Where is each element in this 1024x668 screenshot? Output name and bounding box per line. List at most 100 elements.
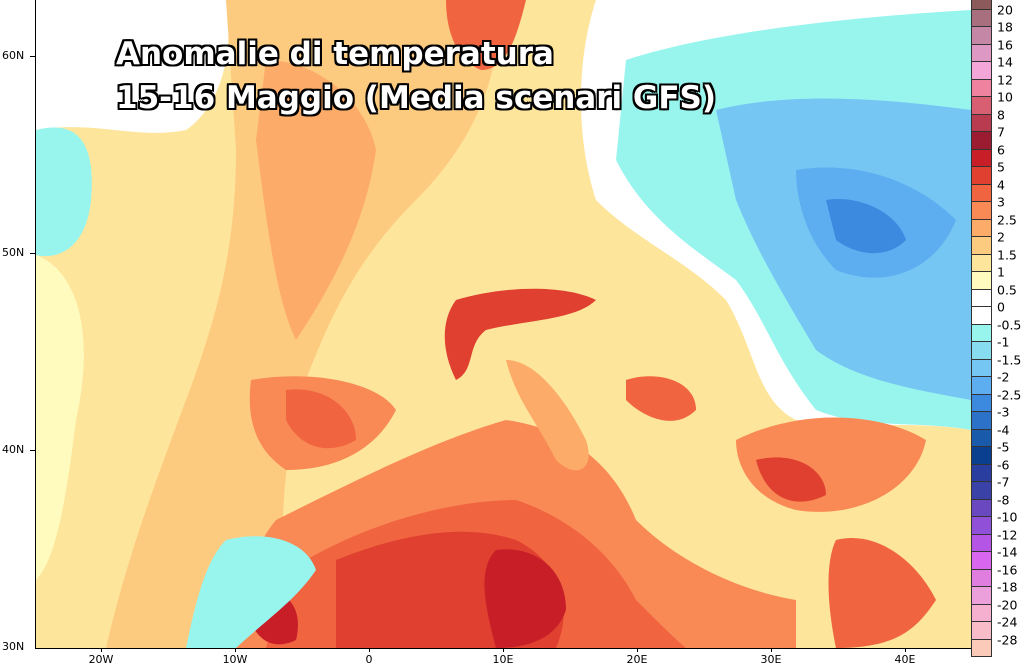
colorbar-bin	[971, 517, 992, 535]
colorbar-bin	[971, 254, 992, 272]
colorbar-bin	[971, 202, 992, 220]
colorbar-label: -28	[997, 632, 1018, 647]
lon-tick	[235, 648, 236, 652]
lon-tick	[771, 648, 772, 652]
colorbar-label: 2	[997, 229, 1005, 245]
colorbar-bin	[971, 289, 992, 307]
colorbar-label: -24	[997, 614, 1018, 630]
colorbar-bin	[971, 132, 992, 150]
colorbar-label: 3	[997, 194, 1005, 210]
anomaly-field	[36, 0, 971, 648]
colorbar-bin	[971, 569, 992, 587]
lat-label: 40N	[2, 443, 25, 456]
colorbar-bin	[971, 359, 992, 377]
colorbar-label: -12	[997, 527, 1018, 542]
colorbar-bin	[971, 27, 992, 45]
colorbar-bin	[971, 639, 992, 657]
colorbar-bin	[971, 167, 992, 185]
colorbar-label: 4	[997, 177, 1005, 192]
colorbar-label: -18	[997, 579, 1018, 595]
colorbar-bin	[971, 114, 992, 132]
lon-tick	[637, 648, 638, 652]
colorbar-label: 2.5	[997, 212, 1017, 227]
colorbar-label: -14	[997, 544, 1018, 560]
colorbar-bin	[971, 447, 992, 465]
colorbar-label: -5	[997, 439, 1010, 455]
lon-tick	[369, 648, 370, 652]
colorbar-bin	[971, 62, 992, 80]
temperature-anomaly-map: Anomalie di temperatura 15-16 Maggio (Me…	[35, 0, 971, 649]
lat-label: 50N	[2, 246, 25, 259]
colorbar-label: 12	[997, 72, 1013, 87]
lon-label: 20E	[626, 653, 648, 666]
colorbar-bin	[971, 587, 992, 605]
colorbar-bin	[971, 9, 992, 27]
colorbar-bin	[971, 377, 992, 395]
lon-tick	[503, 648, 504, 652]
lon-tick	[101, 648, 102, 652]
colorbar-label: 0.5	[997, 282, 1017, 297]
colorbar-bin	[971, 534, 992, 552]
colorbar-label: 8	[997, 107, 1005, 122]
colorbar-label: 7	[997, 124, 1005, 140]
colorbar-label: -6	[997, 457, 1010, 472]
colorbar-label: -1.5	[997, 352, 1022, 367]
colorbar-bin	[971, 44, 992, 62]
lat-label: 30N	[2, 640, 25, 653]
colorbar-label: 0	[997, 299, 1005, 315]
colorbar-bin	[971, 394, 992, 412]
colorbar-bin	[971, 97, 992, 115]
colorbar-bin	[971, 499, 992, 517]
colorbar-bin	[971, 552, 992, 570]
colorbar-bin	[971, 604, 992, 622]
colorbar-label: 16	[997, 37, 1013, 52]
lat-label: 60N	[2, 49, 25, 62]
colorbar-label: 1	[997, 264, 1005, 280]
colorbar-bin	[971, 324, 992, 342]
colorbar-bin	[971, 0, 992, 10]
map-title-line2: 15-16 Maggio (Media scenari GFS)	[116, 80, 717, 116]
colorbar-bin	[971, 464, 992, 482]
colorbar-label: -10	[997, 509, 1018, 525]
colorbar-label: 10	[997, 89, 1013, 105]
colorbar-label: 20	[997, 2, 1013, 17]
colorbar-label: -3	[997, 404, 1010, 420]
colorbar-label: -2	[997, 369, 1010, 385]
colorbar-label: -0.5	[997, 317, 1022, 332]
colorbar-bin	[971, 342, 992, 360]
colorbar-label: -8	[997, 492, 1010, 507]
colorbar-bin	[971, 482, 992, 500]
lon-label: 0	[365, 653, 373, 666]
lon-label: 10W	[222, 653, 248, 666]
map-title-line1: Anomalie di temperatura	[116, 36, 554, 72]
colorbar-label: -4	[997, 422, 1010, 437]
colorbar-label: 14	[997, 54, 1013, 70]
colorbar-bin	[971, 429, 992, 447]
lat-tick	[30, 56, 35, 57]
colorbar-bin	[971, 237, 992, 255]
colorbar-label: 5	[997, 159, 1005, 175]
colorbar-bin	[971, 219, 992, 237]
colorbar-label: -1	[997, 334, 1010, 350]
lon-label: 10E	[492, 653, 514, 666]
colorbar-bin	[971, 79, 992, 97]
colorbar-bin	[971, 412, 992, 430]
lon-label: 40E	[894, 653, 916, 666]
colorbar-bin	[971, 272, 992, 290]
colorbar-bin	[971, 184, 992, 202]
colorbar	[971, 0, 992, 657]
lon-tick	[905, 648, 906, 652]
colorbar-label: 6	[997, 142, 1005, 157]
colorbar-label: 1.5	[997, 247, 1017, 262]
lat-tick	[30, 253, 35, 254]
lon-label: 20W	[88, 653, 114, 666]
colorbar-label: -16	[997, 562, 1018, 577]
colorbar-bin	[971, 149, 992, 167]
colorbar-label: -20	[997, 597, 1018, 612]
lon-label: 30E	[760, 653, 782, 666]
colorbar-bin	[971, 622, 992, 640]
colorbar-bin	[971, 307, 992, 325]
lat-tick	[30, 450, 35, 451]
colorbar-label: -7	[997, 474, 1010, 490]
colorbar-label: -2.5	[997, 387, 1022, 402]
